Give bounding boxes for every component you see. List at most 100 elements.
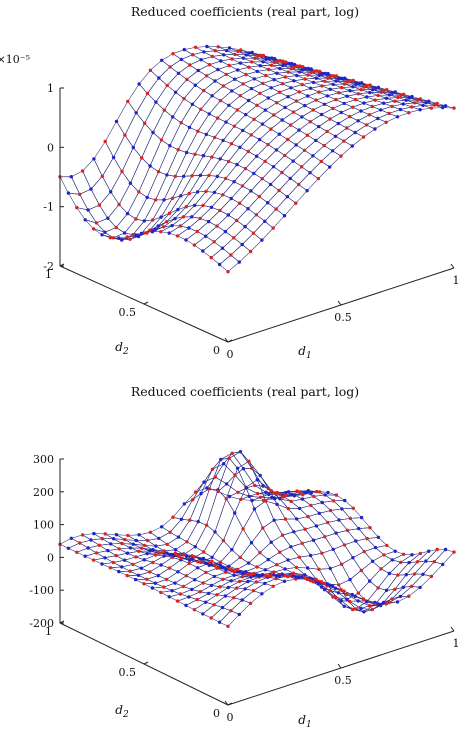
grid-node <box>311 108 315 112</box>
grid-node <box>212 190 217 195</box>
surface-patch <box>154 579 176 588</box>
grid-node <box>206 219 211 224</box>
y-tick-label: 0.5 <box>119 666 137 679</box>
surface-patch <box>214 121 235 141</box>
grid-node <box>272 570 276 574</box>
grid-node <box>83 554 87 558</box>
surface-patch <box>253 75 275 84</box>
grid-node <box>326 76 330 80</box>
surface-patch <box>93 140 114 177</box>
grid-node <box>331 595 335 599</box>
grid-node <box>269 86 273 90</box>
grid-node <box>427 549 431 553</box>
grid-node <box>190 557 195 561</box>
grid-node <box>227 564 231 568</box>
grid-node <box>359 515 364 520</box>
grid-node <box>373 127 377 131</box>
surface-patch <box>120 564 143 572</box>
grid-node <box>277 90 282 94</box>
grid-node <box>291 110 296 114</box>
grid-node <box>300 115 304 119</box>
grid-node <box>235 162 239 167</box>
surface-patch <box>245 71 267 80</box>
grid-node <box>173 548 178 552</box>
grid-node <box>176 535 181 539</box>
grid-node <box>308 86 313 91</box>
grid-node <box>187 125 192 130</box>
grid-node <box>376 93 380 98</box>
surface-patch <box>242 118 263 136</box>
surface-patch <box>140 562 162 573</box>
surface-patch <box>358 527 379 539</box>
grid-node <box>247 494 251 498</box>
grid-node <box>190 587 194 592</box>
surface-patch <box>341 557 362 581</box>
surface-patch <box>169 519 191 538</box>
grid-node <box>306 73 310 77</box>
grid-node <box>317 69 322 74</box>
surface-patch <box>135 197 157 222</box>
grid-node <box>300 68 305 72</box>
grid-node <box>204 523 209 527</box>
grid-node <box>294 99 299 103</box>
grid-node <box>237 579 242 584</box>
grid-node <box>199 491 203 496</box>
grid-node <box>137 82 141 86</box>
grid-node <box>176 207 180 212</box>
grid-node <box>348 89 352 93</box>
grid-node <box>384 588 389 592</box>
grid-node <box>182 174 186 178</box>
grid-node <box>173 174 177 178</box>
grid-node <box>238 570 242 574</box>
grid-node <box>213 530 217 534</box>
surface-patch <box>213 231 235 249</box>
grid-node <box>204 561 208 565</box>
grid-node <box>280 82 285 86</box>
grid-node <box>359 88 363 92</box>
grid-node <box>246 207 250 211</box>
grid-node <box>323 535 327 539</box>
surface-patch <box>233 226 254 245</box>
grid-node <box>204 234 208 238</box>
grid-node <box>356 591 361 595</box>
grid-node <box>435 101 439 106</box>
grid-node <box>300 541 304 545</box>
grid-node <box>142 582 146 586</box>
grid-node <box>247 459 251 463</box>
surface-patch <box>138 532 160 541</box>
grid-node <box>339 110 343 115</box>
surface-patch <box>158 531 180 545</box>
grid-node <box>385 88 389 92</box>
surface-patch <box>239 88 261 101</box>
grid-node <box>367 113 372 117</box>
grid-node <box>275 490 279 495</box>
grid-node <box>232 573 236 577</box>
grid-node <box>165 542 169 546</box>
grid-node <box>237 260 241 264</box>
surface-patch <box>360 560 382 582</box>
grid-node <box>125 235 129 239</box>
grid-node <box>339 588 343 592</box>
surface-patch <box>284 100 306 113</box>
grid-node <box>255 69 259 74</box>
z-multiplier-label: ×10⁻⁵ <box>0 53 30 66</box>
grid-node <box>348 599 352 604</box>
grid-node <box>78 541 82 545</box>
grid-node <box>193 83 197 87</box>
grid-node <box>359 568 363 573</box>
grid-node <box>263 573 267 577</box>
grid-node <box>215 174 219 179</box>
grid-node <box>193 45 198 49</box>
surface-patch <box>129 567 151 576</box>
grid-node <box>219 59 223 63</box>
grid-node <box>244 112 248 117</box>
grid-node <box>387 600 391 605</box>
grid-node <box>348 516 352 521</box>
surface-patch <box>242 508 264 544</box>
grid-node <box>156 170 161 174</box>
grid-node <box>337 518 341 522</box>
surface-patch <box>176 596 199 606</box>
grid-node <box>241 128 245 133</box>
grid-node <box>185 77 189 82</box>
